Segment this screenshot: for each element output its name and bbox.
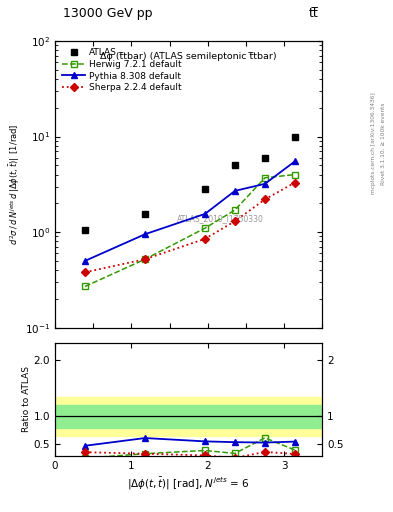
Legend: ATLAS, Herwig 7.2.1 default, Pythia 8.308 default, Sherpa 2.2.4 default: ATLAS, Herwig 7.2.1 default, Pythia 8.30… (59, 46, 185, 95)
Text: mcplots.cern.ch [arXiv:1306.3436]: mcplots.cern.ch [arXiv:1306.3436] (371, 93, 376, 194)
Text: 13000 GeV pp: 13000 GeV pp (63, 8, 152, 20)
X-axis label: $|\Delta\phi(t,\bar{t})|$ [rad], $N^{jets}$ = 6: $|\Delta\phi(t,\bar{t})|$ [rad], $N^{jet… (127, 476, 250, 492)
Text: tt̅: tt̅ (309, 8, 318, 20)
Y-axis label: $d^2\sigma\,/\,d\,N^{jets}\,d\,|\Delta\phi(t,\bar{t})|\,$ [1/rad]: $d^2\sigma\,/\,d\,N^{jets}\,d\,|\Delta\p… (7, 123, 22, 245)
Text: Δφ (t̅tbar) (ATLAS semileptonic t̅tbar): Δφ (t̅tbar) (ATLAS semileptonic t̅tbar) (100, 52, 277, 61)
Y-axis label: Ratio to ATLAS: Ratio to ATLAS (22, 367, 31, 432)
Text: Rivet 3.1.10, ≥ 100k events: Rivet 3.1.10, ≥ 100k events (381, 102, 386, 185)
Text: ATLAS_2019_I1750330: ATLAS_2019_I1750330 (177, 214, 264, 223)
